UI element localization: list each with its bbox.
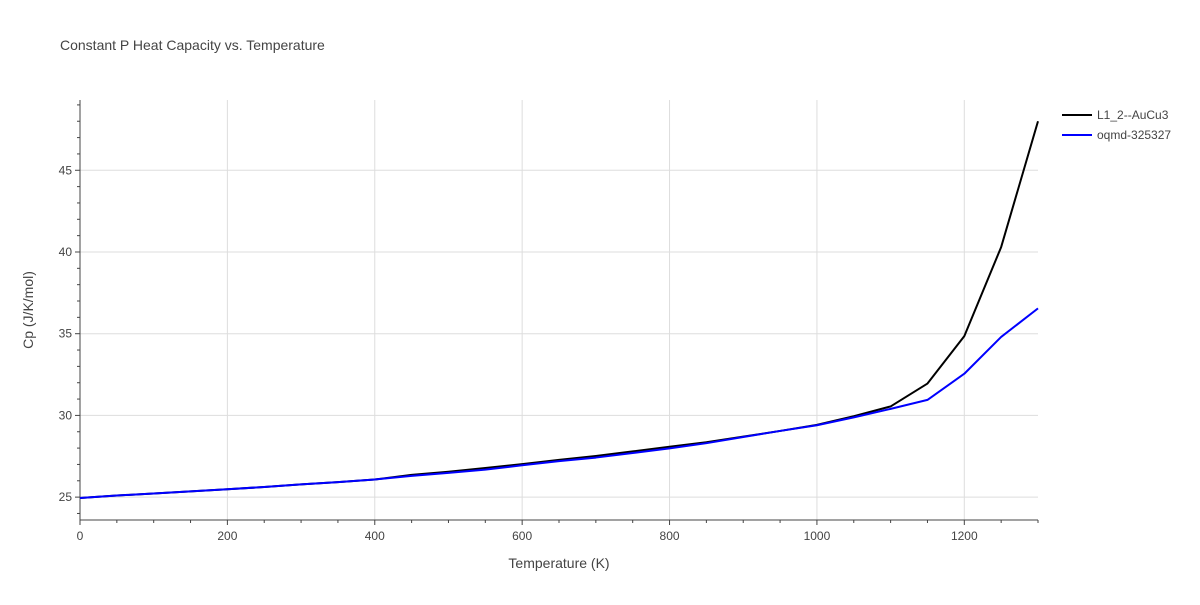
grid-layer bbox=[80, 100, 1038, 520]
x-axis-title: Temperature (K) bbox=[508, 555, 609, 571]
x-tick-label: 800 bbox=[660, 529, 680, 543]
y-tick-label: 40 bbox=[59, 245, 73, 259]
x-tick-label: 600 bbox=[512, 529, 532, 543]
x-tick-label: 1200 bbox=[951, 529, 978, 543]
legend-label-1: L1_2--AuCu3 bbox=[1097, 108, 1169, 122]
x-tick-label: 1000 bbox=[804, 529, 831, 543]
legend-label-2: oqmd-325327 bbox=[1097, 128, 1171, 142]
y-tick-label: 25 bbox=[59, 490, 73, 504]
y-tick-label: 30 bbox=[59, 408, 73, 422]
legend[interactable]: L1_2--AuCu3 oqmd-325327 bbox=[1062, 108, 1171, 142]
chart-title: Constant P Heat Capacity vs. Temperature bbox=[60, 37, 325, 53]
y-tick-label: 45 bbox=[59, 163, 73, 177]
x-tick-label: 200 bbox=[217, 529, 237, 543]
x-tick-label: 0 bbox=[77, 529, 84, 543]
y-tick-label: 35 bbox=[59, 327, 73, 341]
series-line-2 bbox=[79, 307, 1039, 499]
axis-layer: 0 200 400 600 800 1000 1200 25 30 35 40 45 bbox=[59, 100, 1039, 543]
y-axis-title: Cp (J/K/mol) bbox=[20, 271, 36, 349]
series-layer bbox=[79, 120, 1039, 499]
x-tick-label: 400 bbox=[365, 529, 385, 543]
